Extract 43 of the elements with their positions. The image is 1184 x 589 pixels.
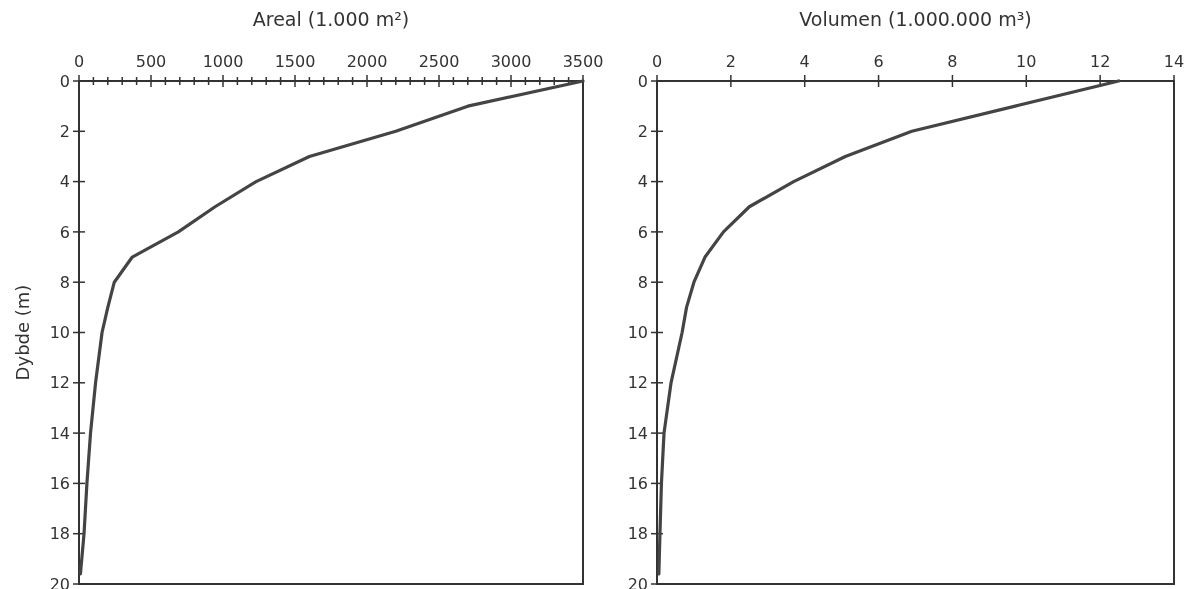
y-tick-label: 10 [49,323,70,343]
y-tick-label: 2 [59,121,70,141]
y-tick-label: 20 [627,574,648,589]
x-tick-label: 2 [725,52,736,71]
y-tick-label: 18 [49,524,70,544]
x-tick-label: 10 [1016,52,1037,71]
y-tick-label: 6 [59,222,70,242]
x-tick-label: 0 [73,52,85,71]
y-axis-title: Dybde (m) [12,284,33,381]
x-tick-label: 1000 [202,52,244,71]
line-series [78,79,585,576]
y-tick-label: 18 [627,524,648,544]
y-tick-label: 12 [627,373,648,393]
x-tick-label: 12 [1089,52,1111,71]
x-tick-label: 2500 [418,52,460,71]
x-axis-title: Volumen (1.000.000 m³) [799,8,1032,30]
x-tick-label: 3500 [562,52,604,71]
y-tick-label: 8 [637,272,648,292]
y-tick-label: 4 [59,172,70,192]
y-tick-label: 12 [49,373,70,393]
x-tick-label: 1500 [274,52,316,71]
y-tick-label: 0 [59,71,70,91]
y-tick-label: 2 [637,121,648,141]
y-tick-label: 20 [49,574,70,589]
y-tick-label: 8 [59,272,70,292]
y-tick-label: 16 [49,474,70,493]
y-tick-label: 10 [627,323,648,343]
x-tick-label: 8 [947,52,958,71]
x-tick-label: 6 [873,52,884,71]
y-tick-label: 6 [637,222,648,242]
x-tick-label: 2000 [346,52,388,71]
y-tick-label: 16 [627,474,648,493]
x-tick-label: 3000 [490,52,532,71]
x-tick-label: 500 [135,52,167,71]
y-tick-label: 0 [637,71,648,91]
y-tick-label: 14 [627,423,648,443]
x-tick-label: 14 [1163,52,1184,71]
y-tick-label: 4 [637,172,648,192]
x-tick-label: 0 [651,52,663,71]
x-axis-title: Areal (1.000 m²) [252,8,410,30]
x-tick-label: 4 [799,52,810,71]
line-series [657,79,1121,576]
y-tick-label: 14 [49,423,70,443]
